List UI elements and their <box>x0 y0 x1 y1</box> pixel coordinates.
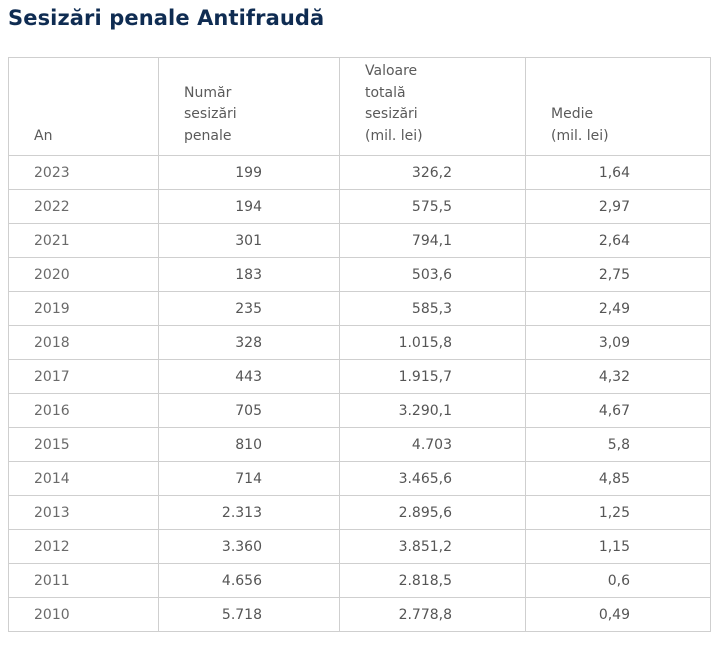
cell-count: 2.313 <box>158 495 340 530</box>
cell-total: 503,6 <box>339 257 526 292</box>
cell-year: 2016 <box>8 393 159 428</box>
cell-count: 5.718 <box>158 597 340 632</box>
cell-total: 575,5 <box>339 189 526 224</box>
cell-year: 2022 <box>8 189 159 224</box>
table-row: 2010 5.718 2.778,8 0,49 <box>8 597 711 632</box>
header-line: An <box>34 127 53 144</box>
cell-year: 2021 <box>8 223 159 258</box>
cell-average: 5,8 <box>525 427 711 462</box>
header-line: penale <box>184 127 232 144</box>
cell-year: 2012 <box>8 529 159 564</box>
cell-average: 2,49 <box>525 291 711 326</box>
cell-year: 2023 <box>8 155 159 190</box>
cell-count: 328 <box>158 325 340 360</box>
cell-total: 3.851,2 <box>339 529 526 564</box>
cell-count: 810 <box>158 427 340 462</box>
cell-total: 4.703 <box>339 427 526 462</box>
table-row: 2013 2.313 2.895,6 1,25 <box>8 495 711 530</box>
cell-count: 3.360 <box>158 529 340 564</box>
cell-year: 2013 <box>8 495 159 530</box>
cell-average: 4,32 <box>525 359 711 394</box>
table-row: 2011 4.656 2.818,5 0,6 <box>8 563 711 598</box>
cell-average: 3,09 <box>525 325 711 360</box>
table-row: 2023 199 326,2 1,64 <box>8 155 711 190</box>
cell-average: 0,6 <box>525 563 711 598</box>
cell-count: 714 <box>158 461 340 496</box>
cell-total: 1.915,7 <box>339 359 526 394</box>
header-line: totală <box>365 84 406 101</box>
header-line: Medie <box>551 106 594 122</box>
header-line: (mil. lei) <box>365 127 423 144</box>
cell-year: 2018 <box>8 325 159 360</box>
cell-average: 1,64 <box>525 155 711 190</box>
cell-year: 2015 <box>8 427 159 462</box>
cell-year: 2017 <box>8 359 159 394</box>
cell-average: 2,75 <box>525 257 711 292</box>
column-header-year: An <box>8 57 159 156</box>
table-row: 2016 705 3.290,1 4,67 <box>8 393 711 428</box>
table-row: 2021 301 794,1 2,64 <box>8 223 711 258</box>
column-header-average: Medie (mil. lei) <box>525 57 711 156</box>
cell-total: 3.465,6 <box>339 461 526 496</box>
column-header-total-value: Valoare totală sesizări (mil. lei) <box>339 57 526 156</box>
cell-average: 1,25 <box>525 495 711 530</box>
cell-count: 443 <box>158 359 340 394</box>
cell-year: 2020 <box>8 257 159 292</box>
cell-total: 2.818,5 <box>339 563 526 598</box>
cell-year: 2019 <box>8 291 159 326</box>
table-row: 2012 3.360 3.851,2 1,15 <box>8 529 711 564</box>
header-line: sesizări <box>365 106 418 122</box>
cell-average: 2,97 <box>525 189 711 224</box>
header-row: An Număr sesizări penale Valoare totală … <box>8 57 711 156</box>
table-row: 2018 328 1.015,8 3,09 <box>8 325 711 360</box>
cell-count: 199 <box>158 155 340 190</box>
cell-year: 2011 <box>8 563 159 598</box>
cell-year: 2010 <box>8 597 159 632</box>
cell-count: 301 <box>158 223 340 258</box>
table-row: 2022 194 575,5 2,97 <box>8 189 711 224</box>
table-row: 2014 714 3.465,6 4,85 <box>8 461 711 496</box>
cell-average: 0,49 <box>525 597 711 632</box>
table-row: 2017 443 1.915,7 4,32 <box>8 359 711 394</box>
table-body: 2023 199 326,2 1,64 2022 194 575,5 2,97 … <box>8 155 711 632</box>
cell-total: 585,3 <box>339 291 526 326</box>
cell-total: 3.290,1 <box>339 393 526 428</box>
table-header: An Număr sesizări penale Valoare totală … <box>8 57 711 156</box>
cell-average: 4,67 <box>525 393 711 428</box>
header-line: Valoare <box>365 63 418 79</box>
cell-count: 235 <box>158 291 340 326</box>
cell-average: 1,15 <box>525 529 711 564</box>
header-line: sesizări <box>184 106 237 122</box>
cell-average: 4,85 <box>525 461 711 496</box>
column-header-count: Număr sesizări penale <box>158 57 340 156</box>
cell-count: 4.656 <box>158 563 340 598</box>
cell-count: 194 <box>158 189 340 224</box>
cell-count: 705 <box>158 393 340 428</box>
cell-average: 2,64 <box>525 223 711 258</box>
table-row: 2015 810 4.703 5,8 <box>8 427 711 462</box>
cell-year: 2014 <box>8 461 159 496</box>
cell-count: 183 <box>158 257 340 292</box>
cell-total: 1.015,8 <box>339 325 526 360</box>
header-line: (mil. lei) <box>551 127 609 144</box>
cell-total: 2.895,6 <box>339 495 526 530</box>
cell-total: 2.778,8 <box>339 597 526 632</box>
table-row: 2019 235 585,3 2,49 <box>8 291 711 326</box>
table-row: 2020 183 503,6 2,75 <box>8 257 711 292</box>
cell-total: 326,2 <box>339 155 526 190</box>
cell-total: 794,1 <box>339 223 526 258</box>
header-line: Număr <box>184 84 232 101</box>
page-title: Sesizări penale Antifraudă <box>8 6 325 30</box>
data-table: An Număr sesizări penale Valoare totală … <box>8 57 711 632</box>
